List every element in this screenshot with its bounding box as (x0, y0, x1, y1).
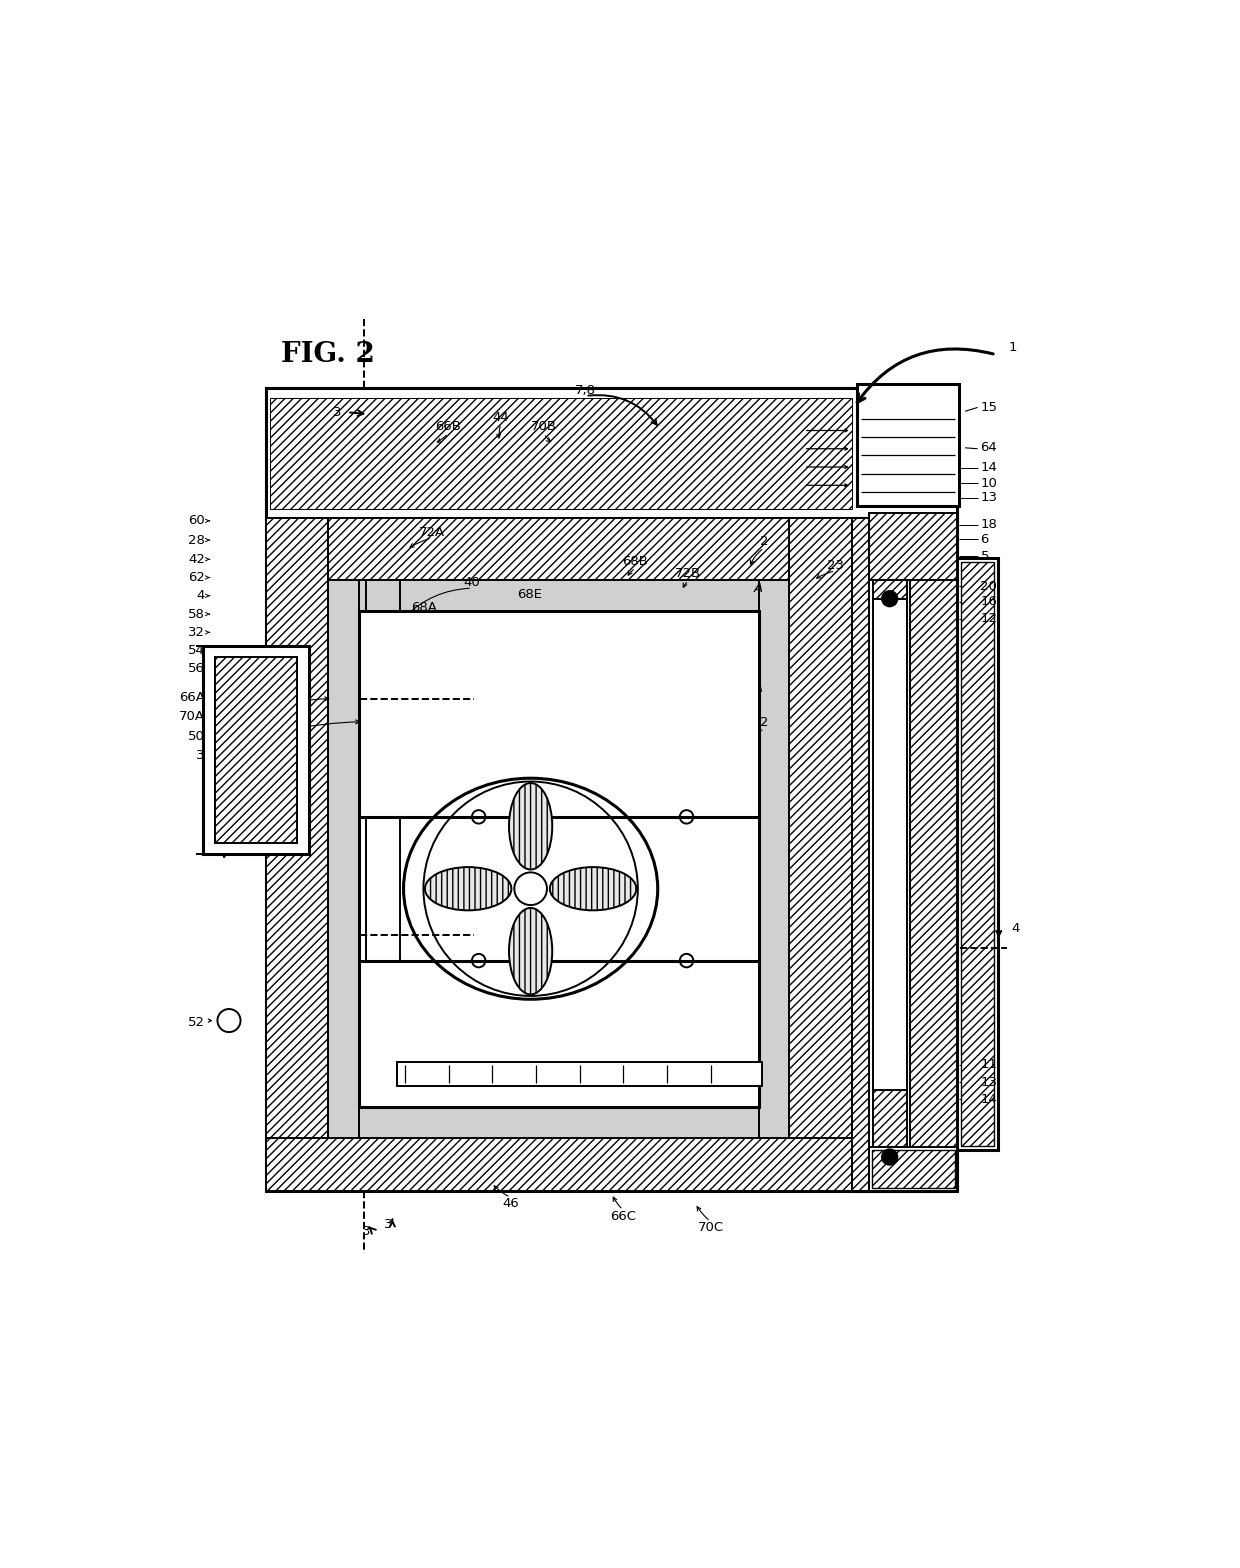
Bar (265, 517, 852, 580)
Text: 42: 42 (188, 554, 205, 566)
Text: 30: 30 (454, 673, 471, 685)
Bar (869, 513, 957, 580)
Bar (872, 1151, 955, 1189)
Text: 70B: 70B (531, 420, 557, 433)
Bar (852, 517, 957, 1190)
Ellipse shape (508, 908, 552, 994)
Bar (270, 398, 852, 508)
Bar (873, 1090, 906, 1190)
Bar (327, 580, 358, 1137)
Text: 28: 28 (188, 533, 205, 547)
Text: 46: 46 (502, 1196, 520, 1209)
Text: 54: 54 (188, 644, 205, 657)
Text: 60: 60 (188, 514, 205, 527)
Text: 4: 4 (211, 845, 218, 858)
Text: 1: 1 (1009, 342, 1018, 354)
Text: 3: 3 (334, 406, 342, 419)
Text: 3: 3 (196, 750, 205, 762)
Text: 5: 5 (981, 550, 990, 563)
Text: 4: 4 (197, 590, 205, 602)
Text: 15: 15 (981, 401, 997, 414)
Ellipse shape (425, 867, 511, 911)
Text: A: A (754, 682, 763, 695)
Text: 72B: 72B (676, 568, 702, 580)
Bar (327, 580, 790, 612)
Text: 12: 12 (981, 613, 997, 626)
Text: 6: 6 (981, 533, 988, 546)
Circle shape (882, 591, 898, 607)
Text: 58: 58 (188, 607, 205, 621)
Bar (852, 517, 869, 1190)
Bar (397, 1062, 763, 1085)
Text: 11: 11 (981, 1058, 997, 1071)
Text: 52: 52 (188, 1016, 205, 1029)
Text: 18: 18 (981, 517, 997, 532)
Text: 32: 32 (188, 626, 205, 638)
Text: 20: 20 (981, 580, 997, 593)
Bar (265, 517, 327, 1190)
Text: 16: 16 (981, 596, 997, 608)
Text: 68B: 68B (622, 555, 649, 568)
Text: 66B: 66B (435, 420, 461, 433)
Text: 4: 4 (1011, 922, 1019, 935)
Bar (857, 384, 960, 506)
Text: FIG. 2: FIG. 2 (281, 342, 374, 368)
Text: 50: 50 (188, 729, 205, 743)
Text: 68A: 68A (412, 601, 436, 613)
Bar (265, 389, 957, 517)
Text: 70C: 70C (697, 1220, 723, 1234)
Text: 64: 64 (981, 441, 997, 455)
Text: 68E: 68E (517, 588, 542, 602)
Text: 40: 40 (464, 575, 481, 590)
Circle shape (882, 1149, 898, 1165)
Text: 72A: 72A (419, 525, 445, 539)
Text: 66A: 66A (179, 691, 205, 704)
Bar (265, 1137, 852, 1190)
Text: 62: 62 (188, 571, 205, 583)
Bar (957, 558, 998, 1151)
Text: 7,8: 7,8 (575, 384, 596, 397)
Text: 14: 14 (981, 1093, 997, 1105)
Text: 72C: 72C (564, 952, 591, 964)
Ellipse shape (508, 782, 552, 870)
Text: 13: 13 (981, 1076, 997, 1088)
Text: 66C: 66C (610, 1210, 636, 1223)
Text: 10: 10 (981, 477, 997, 489)
Bar (789, 517, 852, 1190)
Bar (759, 580, 790, 1137)
Bar (961, 563, 994, 1146)
Text: 13: 13 (981, 491, 997, 505)
Text: 70A: 70A (179, 710, 205, 723)
Bar (265, 389, 957, 1190)
Text: 44: 44 (492, 411, 510, 423)
Bar (203, 646, 309, 855)
Text: 68C: 68C (435, 952, 461, 964)
Text: 29: 29 (712, 941, 729, 953)
Text: A: A (754, 582, 763, 594)
Ellipse shape (549, 867, 636, 911)
Text: 2: 2 (760, 536, 769, 549)
Circle shape (515, 872, 547, 905)
Text: 2: 2 (760, 717, 769, 729)
Bar (358, 612, 759, 1107)
Text: 23: 23 (827, 558, 844, 572)
Bar (327, 1107, 790, 1137)
Bar (873, 517, 906, 599)
Bar (215, 657, 298, 842)
Text: 3: 3 (384, 1218, 393, 1231)
Bar (869, 1148, 957, 1190)
Text: 14: 14 (981, 461, 997, 475)
Text: 56: 56 (188, 662, 205, 676)
Bar (910, 517, 957, 1190)
Text: 3: 3 (362, 1225, 371, 1237)
Bar (873, 599, 906, 1090)
Text: 40: 40 (454, 655, 471, 668)
